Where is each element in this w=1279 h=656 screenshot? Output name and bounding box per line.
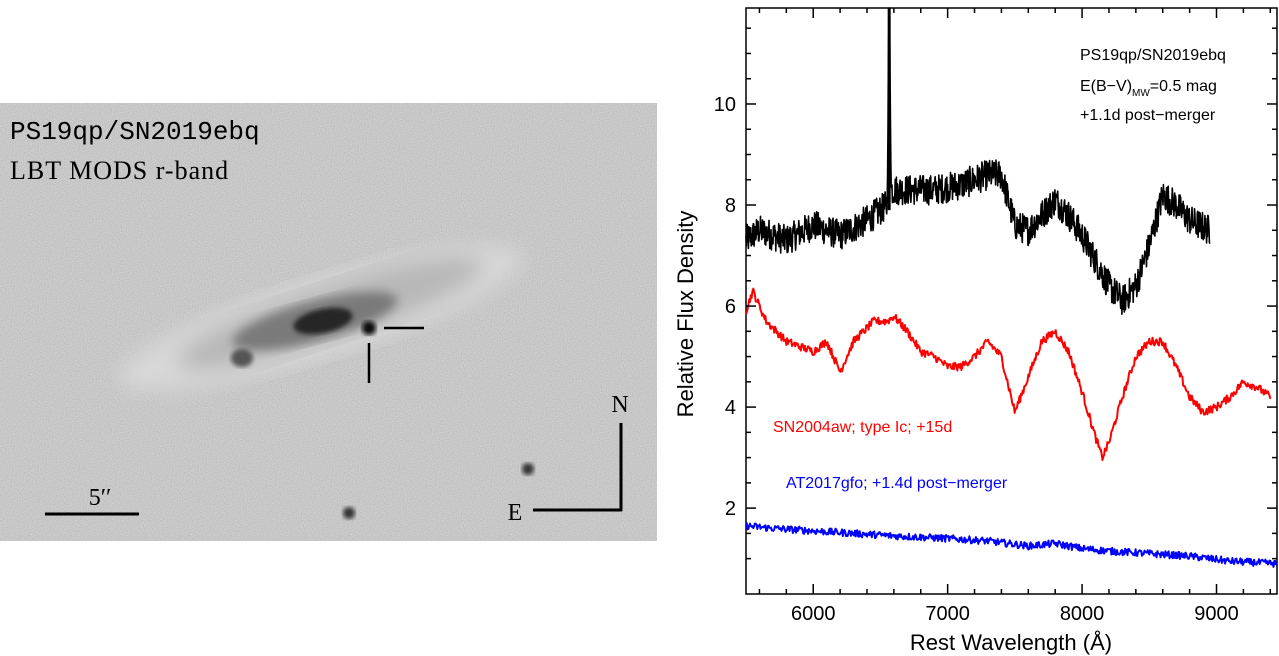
x-axis-label: Rest Wavelength (Å) — [910, 630, 1112, 655]
x-tick-label: 6000 — [791, 603, 836, 625]
annotation-extinction-main: E(B−V) — [1080, 78, 1132, 95]
x-tick-label: 9000 — [1194, 603, 1239, 625]
field-star — [522, 463, 534, 475]
plot-frame — [745, 7, 1278, 595]
legend-sn2004aw: SN2004aw; type Ic; +15d — [773, 419, 952, 436]
annotation-object-name: PS19qp/SN2019ebq — [1080, 47, 1226, 64]
ticks-layer — [746, 8, 1277, 594]
x-tick-label: 8000 — [1060, 603, 1105, 625]
y-tick-label: 2 — [725, 498, 736, 520]
field-star — [343, 507, 355, 519]
host-galaxy — [118, 246, 522, 390]
labels-layer: 6000 7000 8000 9000 2 4 6 8 10 — [714, 94, 1239, 625]
scale-bar-label: 5′′ — [89, 485, 112, 511]
annotation-extinction-value: =0.5 mag — [1150, 78, 1217, 95]
image-title-line2: LBT MODS r-band — [10, 156, 229, 185]
y-tick-label: 6 — [725, 296, 736, 318]
image-title-line1: PS19qp/SN2019ebq — [10, 117, 260, 147]
series-line-3 — [745, 521, 1278, 568]
x-tick-label: 7000 — [925, 603, 970, 625]
y-tick-label: 10 — [714, 94, 736, 116]
y-tick-label: 8 — [725, 195, 736, 217]
transient-source — [362, 321, 376, 335]
annotation-epoch: +1.1d post−merger — [1080, 107, 1216, 124]
diffraction-streak — [253, 452, 273, 541]
compass-east-label: E — [508, 500, 523, 526]
galaxy-image-panel: PS19qp/SN2019ebq LBT MODS r-band 5′′ N E — [0, 103, 657, 541]
y-tick-label: 4 — [725, 397, 736, 419]
legend-at2017gfo: AT2017gfo; +1.4d post−merger — [786, 475, 1008, 492]
compass-north-label: N — [611, 392, 628, 418]
y-axis-label: Relative Flux Density — [673, 211, 698, 418]
series-line-1 — [745, 7, 1211, 315]
series-line-2 — [745, 287, 1272, 461]
plot-border — [745, 7, 1278, 595]
series-layer — [745, 7, 1278, 568]
annotation-extinction-subscript: MW — [1132, 88, 1150, 99]
annotation-extinction: E(B−V)MW=0.5 mag — [1080, 78, 1217, 99]
